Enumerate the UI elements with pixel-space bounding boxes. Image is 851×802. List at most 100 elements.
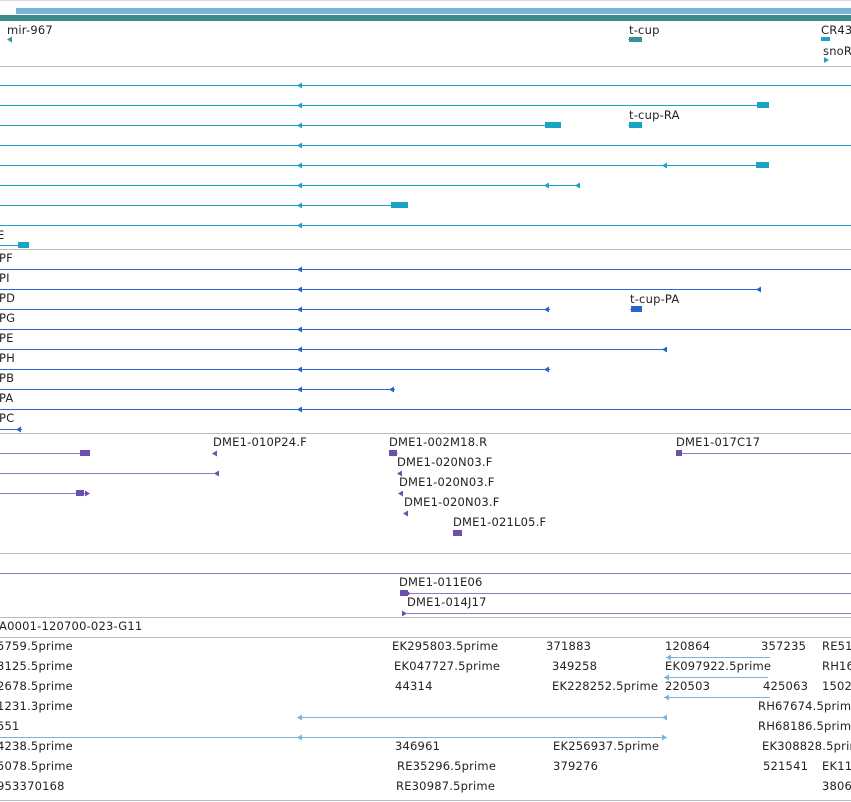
est-label[interactable]: 3125.5prime xyxy=(0,659,73,673)
bac-glyph[interactable] xyxy=(214,470,219,477)
strand-arrow-left[interactable] xyxy=(297,162,302,169)
est-label[interactable]: 346961 xyxy=(395,739,441,753)
strand-arrow-left[interactable] xyxy=(297,346,302,353)
exon-block[interactable] xyxy=(631,306,642,312)
gene-glyph[interactable] xyxy=(7,36,12,43)
exon-block[interactable] xyxy=(629,122,642,128)
est-label[interactable]: 551 xyxy=(0,719,20,733)
bac-block[interactable] xyxy=(80,450,90,456)
strand-arrow-left[interactable] xyxy=(297,366,302,373)
bac-block[interactable] xyxy=(676,450,682,456)
bac-end-label[interactable]: DME1-014J17 xyxy=(407,595,487,609)
strand-arrow-left[interactable] xyxy=(297,142,302,149)
est-label[interactable]: 425063 xyxy=(763,679,809,693)
protein-label[interactable]: t-cup-PA xyxy=(630,292,680,306)
gene-label[interactable]: t-cup xyxy=(629,23,660,37)
strand-arrow-left[interactable] xyxy=(389,386,394,393)
protein-label[interactable]: PE xyxy=(0,331,14,345)
gene-glyph[interactable] xyxy=(628,36,633,43)
bac-glyph[interactable] xyxy=(393,450,398,457)
est-label[interactable]: 379276 xyxy=(553,759,599,773)
bac-block[interactable] xyxy=(400,590,408,596)
est-label[interactable]: RH16 xyxy=(822,659,851,673)
bac-glyph[interactable] xyxy=(397,470,402,477)
gene-glyph[interactable] xyxy=(629,37,642,42)
exon-block[interactable] xyxy=(545,122,561,128)
gene-label[interactable]: snoR xyxy=(823,44,851,58)
est-label[interactable]: 349258 xyxy=(552,659,598,673)
est-label[interactable]: RE30987.5prime xyxy=(396,779,496,793)
protein-label[interactable]: PG xyxy=(0,311,16,325)
est-label[interactable]: 1231.3prime xyxy=(0,699,73,713)
bac-label[interactable]: DME1-020N03.F xyxy=(404,495,500,509)
strand-arrow-left[interactable] xyxy=(297,82,302,89)
strand-arrow-left[interactable] xyxy=(630,306,635,313)
bac-label[interactable]: DME1-002M18.R xyxy=(389,435,488,449)
bac-glyph[interactable] xyxy=(406,590,411,597)
strand-arrow-left[interactable] xyxy=(297,102,302,109)
protein-label[interactable]: PB xyxy=(0,371,15,385)
strand-arrow-left[interactable] xyxy=(297,266,302,273)
bac-label[interactable]: DME1-020N03.F xyxy=(397,455,493,469)
protein-label[interactable]: PC xyxy=(0,411,15,425)
strand-arrow-left[interactable] xyxy=(297,714,302,721)
bac-label[interactable]: DME1-020N03.F xyxy=(399,475,495,489)
est-label[interactable]: RE35296.5prime xyxy=(397,759,497,773)
protein-label[interactable]: PH xyxy=(0,351,15,365)
bac-glyph[interactable] xyxy=(212,450,217,457)
strand-arrow-left[interactable] xyxy=(575,182,580,189)
protein-label[interactable]: PI xyxy=(0,271,10,285)
strand-arrow-left[interactable] xyxy=(544,182,549,189)
est-label[interactable]: 357235 xyxy=(761,639,807,653)
bac-block[interactable] xyxy=(453,530,462,536)
est-label[interactable]: 44314 xyxy=(395,679,433,693)
gene-glyph[interactable] xyxy=(824,57,829,63)
exon-block[interactable] xyxy=(391,202,408,208)
bac-label[interactable]: DME1-010P24.F xyxy=(213,435,307,449)
est-label[interactable]: 521541 xyxy=(763,759,809,773)
strand-arrow-left[interactable] xyxy=(628,122,633,129)
exon-block[interactable] xyxy=(18,242,29,248)
transcript-label[interactable]: E xyxy=(0,228,5,242)
strand-arrow-left[interactable] xyxy=(297,406,302,413)
exon-block[interactable] xyxy=(757,102,769,108)
strand-arrow-left[interactable] xyxy=(544,306,549,313)
est-label[interactable]: 2678.5prime xyxy=(0,679,73,693)
est-label[interactable]: 371883 xyxy=(546,639,592,653)
bac-end-label[interactable]: DME1-011E06 xyxy=(399,575,483,589)
est-label[interactable]: EK256937.5prime xyxy=(553,739,660,753)
strand-arrow-left[interactable] xyxy=(662,346,667,353)
est-label[interactable]: EK308828.5prim xyxy=(762,739,851,753)
est-label[interactable]: 5078.5prime xyxy=(0,759,73,773)
est-label[interactable]: 3806 xyxy=(822,779,851,793)
bac-glyph[interactable] xyxy=(398,490,403,497)
bac-label[interactable]: DME1-017C17 xyxy=(676,435,761,449)
bac-label[interactable]: DME1-021L05.F xyxy=(453,515,547,529)
est-label[interactable]: 1502 xyxy=(822,679,851,693)
est-label[interactable]: EK11 xyxy=(822,759,851,773)
strand-arrow-left[interactable] xyxy=(756,286,761,293)
est-label[interactable]: RH68186.5prim xyxy=(758,719,851,733)
est-label[interactable]: 4238.5prime xyxy=(0,739,73,753)
protein-label[interactable]: PD xyxy=(0,291,16,305)
est-block[interactable] xyxy=(397,8,851,14)
transcript-label[interactable]: t-cup-RA xyxy=(629,108,680,122)
strand-arrow-left[interactable] xyxy=(297,202,302,209)
strand-arrow-left[interactable] xyxy=(297,286,302,293)
est-label[interactable]: 5759.5prime xyxy=(0,639,73,653)
strand-arrow-right[interactable] xyxy=(662,734,667,741)
est-label[interactable]: 120864 xyxy=(665,639,711,653)
strand-arrow-left[interactable] xyxy=(297,306,302,313)
bac-block[interactable] xyxy=(76,490,84,496)
protein-label[interactable]: PF xyxy=(0,251,13,265)
est-label[interactable]: EK228252.5prime xyxy=(552,679,659,693)
strand-arrow-left[interactable] xyxy=(662,162,667,169)
est-label[interactable]: RE51 xyxy=(822,639,851,653)
est-label[interactable]: 953370168 xyxy=(0,779,65,793)
strand-arrow-left[interactable] xyxy=(297,386,302,393)
strand-arrow-left[interactable] xyxy=(297,122,302,129)
bac-glyph[interactable] xyxy=(85,490,90,497)
est-label[interactable]: RH67674.5prim xyxy=(758,699,851,713)
gene-label[interactable]: CR43 xyxy=(821,23,851,37)
est-label[interactable]: EK097922.5prime xyxy=(665,659,772,673)
